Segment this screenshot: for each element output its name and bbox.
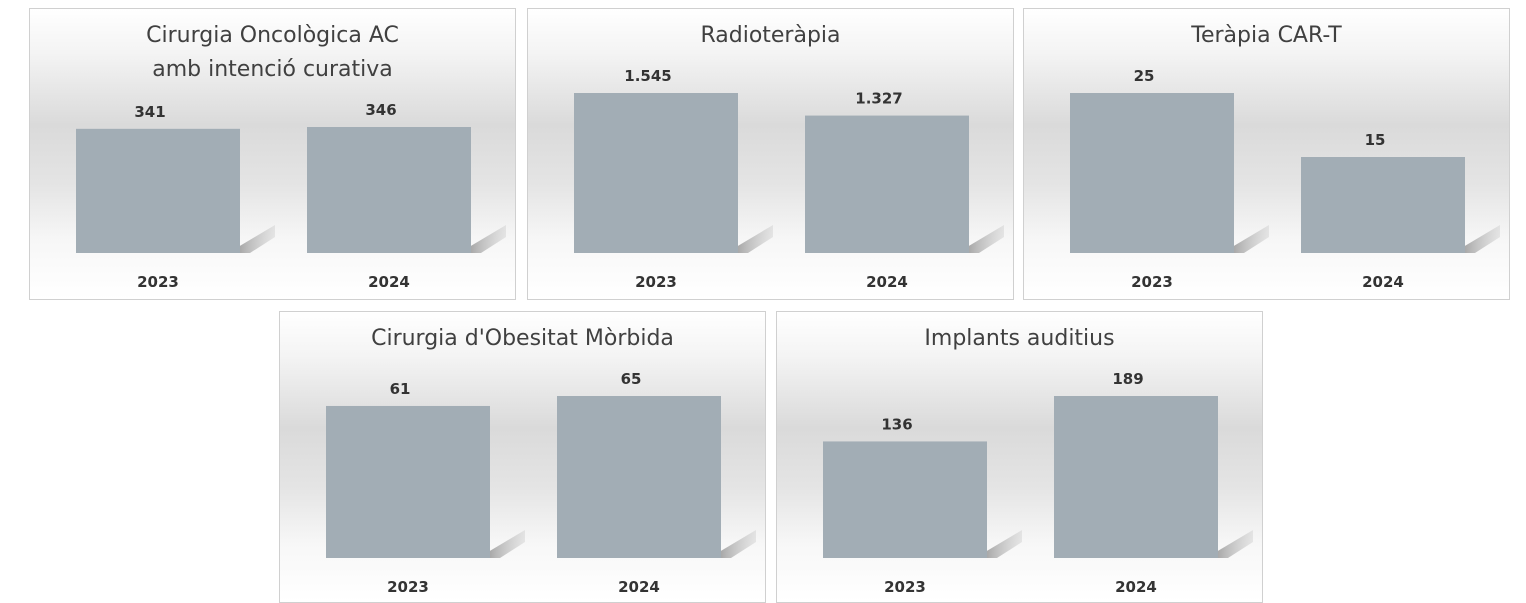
data-label: 346 <box>365 101 396 119</box>
x-tick-label: 2023 <box>1131 273 1173 291</box>
chart-panel: Teràpia CAR-T 25 2023 15 2024 <box>1023 8 1510 300</box>
bar <box>307 127 471 253</box>
x-tick-label: 2024 <box>866 273 908 291</box>
chart-title: Cirurgia Oncològica AC amb intenció cura… <box>146 23 399 82</box>
x-tick-label: 2024 <box>618 578 660 596</box>
bar <box>557 396 721 558</box>
chart-panel: Implants auditius 136 2023 189 2024 <box>776 311 1263 603</box>
data-label: 341 <box>134 103 165 121</box>
bar <box>1054 396 1218 558</box>
data-label: 1.327 <box>855 90 902 108</box>
x-tick-label: 2023 <box>137 273 179 291</box>
chart-title: Implants auditius <box>924 326 1115 351</box>
chart: 25 2023 15 2024 <box>1070 67 1500 291</box>
bar <box>823 441 987 558</box>
chart-panel: Cirurgia d'Obesitat Mòrbida 61 2023 65 2024 <box>279 311 766 603</box>
bar <box>76 128 240 253</box>
chart-panel: Cirurgia Oncològica AC amb intenció cura… <box>29 8 516 300</box>
data-label: 1.545 <box>624 67 671 85</box>
chart-title: Radioteràpia <box>700 23 841 48</box>
x-tick-label: 2024 <box>1362 273 1404 291</box>
x-tick-label: 2024 <box>368 273 410 291</box>
data-label: 15 <box>1365 131 1386 149</box>
bar <box>1070 93 1234 253</box>
chart-panel: Radioteràpia 1.545 2023 1.327 2024 <box>527 8 1014 300</box>
bar <box>326 405 490 558</box>
data-label: 61 <box>390 380 411 398</box>
chart: 136 2023 189 2024 <box>823 370 1253 596</box>
chart: 1.545 2023 1.327 2024 <box>574 67 1004 291</box>
bar <box>574 93 738 253</box>
data-label: 65 <box>621 370 642 388</box>
data-label: 189 <box>1112 370 1143 388</box>
bar <box>1301 157 1465 253</box>
chart-title: Teràpia CAR-T <box>1191 23 1342 48</box>
data-label: 136 <box>881 415 912 433</box>
chart: 61 2023 65 2024 <box>326 370 756 596</box>
x-tick-label: 2023 <box>884 578 926 596</box>
x-tick-label: 2023 <box>635 273 677 291</box>
chart-title: Cirurgia d'Obesitat Mòrbida <box>371 326 674 351</box>
chart: 341 2023 346 2024 <box>76 101 506 291</box>
x-tick-label: 2024 <box>1115 578 1157 596</box>
x-tick-label: 2023 <box>387 578 429 596</box>
bar <box>805 115 969 253</box>
data-label: 25 <box>1134 67 1155 85</box>
